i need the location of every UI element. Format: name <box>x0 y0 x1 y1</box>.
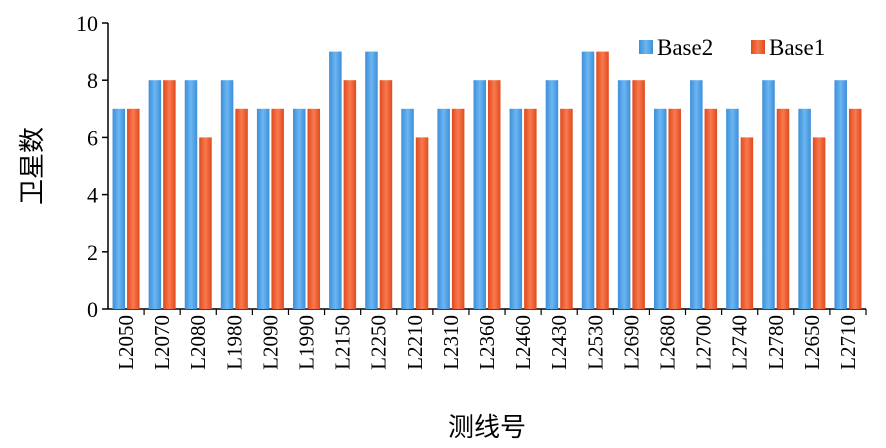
x-tick-label: L2310 <box>439 315 463 370</box>
bar-base2-l2650 <box>798 108 811 309</box>
bar-base1-l2070 <box>163 80 176 309</box>
x-tick-label: L2710 <box>836 315 860 370</box>
x-tick-label: L2780 <box>764 315 788 370</box>
bar-base1-l1980 <box>235 108 248 309</box>
bar-base1-l2050 <box>127 108 140 309</box>
x-tick-label: L2090 <box>258 315 282 370</box>
x-tick-label: L2070 <box>150 315 174 370</box>
bar-base1-l2530 <box>596 51 609 309</box>
x-tick-label: L2650 <box>800 315 824 370</box>
bar-base1-l2310 <box>451 108 465 309</box>
y-tick-label: 0 <box>87 297 98 322</box>
bar-base2-l2740 <box>726 108 739 309</box>
bar-base2-l2050 <box>112 108 126 309</box>
x-tick-label: L2530 <box>583 315 607 370</box>
bar-base2-l2210 <box>401 108 414 309</box>
bar-base2-l2360 <box>473 80 486 309</box>
x-tick-label: L2250 <box>367 315 391 370</box>
bar-base1-l2080 <box>199 137 212 309</box>
bar-base1-l2690 <box>632 80 645 309</box>
x-tick-label: L2690 <box>619 315 643 370</box>
x-tick-label: L2680 <box>655 315 679 370</box>
legend-swatch-base2 <box>639 40 653 54</box>
legend: Base2 Base1 <box>639 35 825 60</box>
x-axis-label: 测线号 <box>448 413 526 443</box>
bar-base2-l2090 <box>256 108 270 309</box>
bar-base2-l2530 <box>581 51 595 309</box>
bar-base2-l2680 <box>653 108 667 309</box>
bar-base1-l2780 <box>776 108 790 309</box>
y-tick-label: 8 <box>87 68 98 93</box>
bar-base2-l2150 <box>329 51 342 309</box>
bar-base2-l2070 <box>148 80 162 309</box>
bar-base1-l2650 <box>812 137 826 309</box>
bar-base2-l2430 <box>545 80 559 309</box>
bar-base2-l1990 <box>293 108 306 309</box>
bar-base1-l2210 <box>415 137 429 309</box>
bar-base1-l2680 <box>668 108 681 309</box>
x-tick-label: L1980 <box>222 315 246 370</box>
bar-base1-l2740 <box>740 137 754 309</box>
y-tick-label: 10 <box>76 11 98 36</box>
y-tick-label: 2 <box>87 240 98 265</box>
x-tick-label: L2150 <box>331 315 355 370</box>
x-tick-labels: L2050 L2070 L2080 L1980 L2090 L1990 L2150 L2250… <box>114 315 860 370</box>
bar-base1-l2460 <box>524 108 537 309</box>
y-tick-labels: 0 2 4 6 8 10 <box>76 11 98 322</box>
bar-base1-l2700 <box>704 108 718 309</box>
legend-label-base2: Base2 <box>657 35 713 60</box>
bar-base1-l1990 <box>307 108 321 309</box>
bar-base2-l2700 <box>690 80 703 309</box>
x-tick-label: L2080 <box>186 315 210 370</box>
bar-base1-l2250 <box>379 80 393 309</box>
axes <box>102 22 867 315</box>
x-tick-label: L2460 <box>511 315 535 370</box>
y-tick-label: 4 <box>87 183 98 208</box>
x-tick-label: L2050 <box>114 315 138 370</box>
bar-base2-l2710 <box>834 80 847 309</box>
x-tick-label: L2740 <box>728 315 752 370</box>
y-tick-label: 6 <box>87 125 98 150</box>
bar-base2-l1980 <box>220 80 234 309</box>
y-axis-label: 卫星数 <box>18 127 48 205</box>
bar-base1-l2360 <box>488 80 501 309</box>
bar-base2-l2250 <box>365 51 378 309</box>
legend-label-base1: Base1 <box>769 35 825 60</box>
bar-base1-l2150 <box>343 80 357 309</box>
bar-base2-l2690 <box>617 80 631 309</box>
x-tick-label: L2430 <box>547 315 571 370</box>
bar-base2-l2080 <box>184 80 198 309</box>
x-tick-label: L2210 <box>403 315 427 370</box>
bar-base1-l2710 <box>848 108 862 309</box>
x-tick-label: L2700 <box>692 315 716 370</box>
x-tick-label: L1990 <box>295 315 319 370</box>
bar-base1-l2430 <box>560 108 573 309</box>
x-tick-label: L2360 <box>475 315 499 370</box>
bar-base2-l2310 <box>437 108 450 309</box>
bar-base2-l2780 <box>762 80 775 309</box>
bar-base2-l2460 <box>509 108 523 309</box>
legend-swatch-base1 <box>751 40 765 54</box>
bars <box>112 51 862 309</box>
bar-base1-l2090 <box>271 108 284 309</box>
